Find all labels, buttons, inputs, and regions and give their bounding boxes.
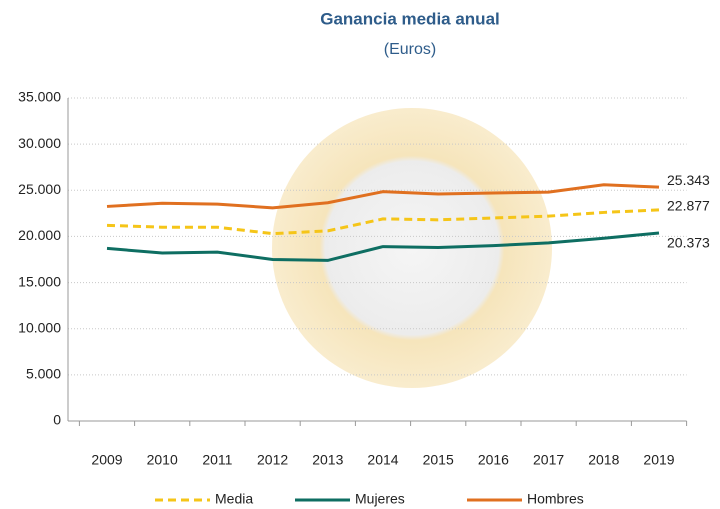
- legend-label: Media: [215, 491, 253, 507]
- legend-label: Mujeres: [355, 491, 405, 507]
- x-tick-label: 2015: [423, 452, 454, 468]
- y-tick-label: 20.000: [18, 227, 61, 243]
- chart-subtitle: (Euros): [384, 41, 436, 58]
- series-line: [106, 208, 660, 236]
- x-tick-label: 2016: [478, 452, 509, 468]
- value-label: 25.343: [667, 172, 710, 188]
- y-tick-label: 30.000: [18, 135, 61, 151]
- x-tick-label: 2011: [202, 452, 232, 468]
- y-tick-label: 35.000: [18, 89, 61, 105]
- y-tick-label: 25.000: [18, 181, 61, 197]
- x-tick-label: 2013: [312, 452, 343, 468]
- value-label: 22.877: [667, 198, 710, 214]
- x-tick-label: 2012: [257, 452, 288, 468]
- y-tick-label: 0: [53, 412, 61, 428]
- y-tick-label: 10.000: [18, 319, 61, 335]
- legend-label: Hombres: [527, 491, 584, 507]
- x-tick-label: 2017: [533, 452, 564, 468]
- x-tick-label: 2018: [588, 452, 619, 468]
- chart-title: Ganancia media anual: [320, 9, 500, 28]
- x-tick-label: 2010: [147, 452, 178, 468]
- value-label: 20.373: [667, 235, 710, 251]
- x-tick-label: 2014: [367, 452, 398, 468]
- y-tick-label: 5.000: [26, 366, 61, 382]
- series-line: [106, 231, 660, 262]
- y-tick-label: 15.000: [18, 273, 61, 289]
- series-line: [106, 183, 660, 210]
- x-tick-label: 2009: [91, 452, 122, 468]
- x-tick-label: 2019: [643, 452, 674, 468]
